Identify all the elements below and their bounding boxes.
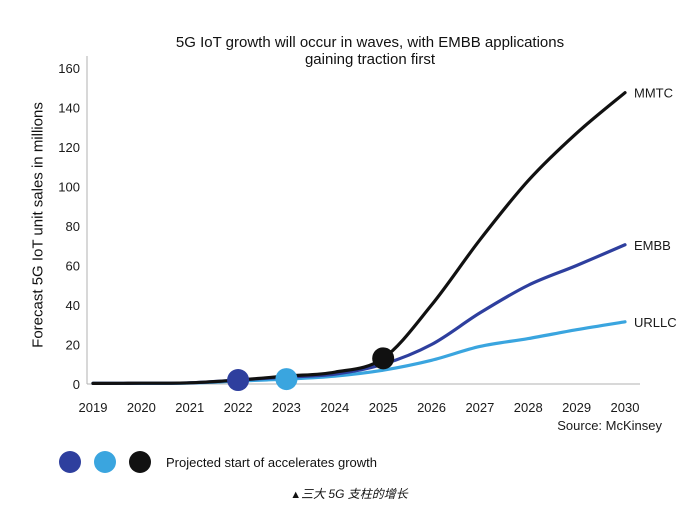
figure-caption: ▲三大 5G 支柱的增长 xyxy=(0,485,698,502)
x-tick-label: 2027 xyxy=(465,400,494,415)
caption-triangle-icon: ▲ xyxy=(290,489,302,501)
x-tick-label: 2026 xyxy=(417,400,446,415)
legend-dot-mmtc xyxy=(129,451,151,473)
x-tick-label: 2029 xyxy=(562,400,591,415)
x-tick-label: 2019 xyxy=(79,400,108,415)
x-tick-label: 2024 xyxy=(320,400,349,415)
y-tick-label: 40 xyxy=(66,298,80,313)
y-tick-label: 80 xyxy=(66,219,80,234)
x-tick-label: 2022 xyxy=(224,400,253,415)
legend-text: Projected start of accelerates growth xyxy=(166,455,377,470)
source-label: Source: McKinsey xyxy=(557,418,662,433)
x-tick-label: 2025 xyxy=(369,400,398,415)
caption-text: 三大 5G 支柱的增长 xyxy=(301,487,408,501)
y-tick-label: 20 xyxy=(66,338,80,353)
acceleration-marker-urllc xyxy=(275,368,298,391)
series-label-mmtc: MMTC xyxy=(634,86,673,101)
legend-dot-urllc xyxy=(94,451,116,473)
chart-title-line-1: 5G IoT growth will occur in waves, with … xyxy=(175,34,565,51)
acceleration-marker-embb xyxy=(227,369,250,392)
x-tick-label: 2028 xyxy=(514,400,543,415)
series-label-urllc: URLLC xyxy=(634,315,677,330)
series-line-urllc xyxy=(91,320,627,386)
chart-title-line-2: gaining traction first xyxy=(304,51,436,68)
series-line-embb xyxy=(91,243,627,386)
acceleration-marker-mmtc xyxy=(372,347,395,370)
y-tick-label: 120 xyxy=(58,140,80,155)
x-tick-label: 2020 xyxy=(127,400,156,415)
x-tick-label: 2030 xyxy=(611,400,640,415)
y-tick-label: 100 xyxy=(58,180,80,195)
y-tick-label: 60 xyxy=(66,259,80,274)
y-tick-label: 140 xyxy=(58,101,80,116)
series-line-mmtc xyxy=(91,91,627,386)
series-label-embb: EMBB xyxy=(634,238,671,253)
y-tick-label: 160 xyxy=(58,61,80,76)
x-tick-label: 2023 xyxy=(272,400,301,415)
legend-dot-embb xyxy=(59,451,81,473)
x-tick-label: 2021 xyxy=(175,400,204,415)
y-tick-label: 0 xyxy=(73,377,80,392)
